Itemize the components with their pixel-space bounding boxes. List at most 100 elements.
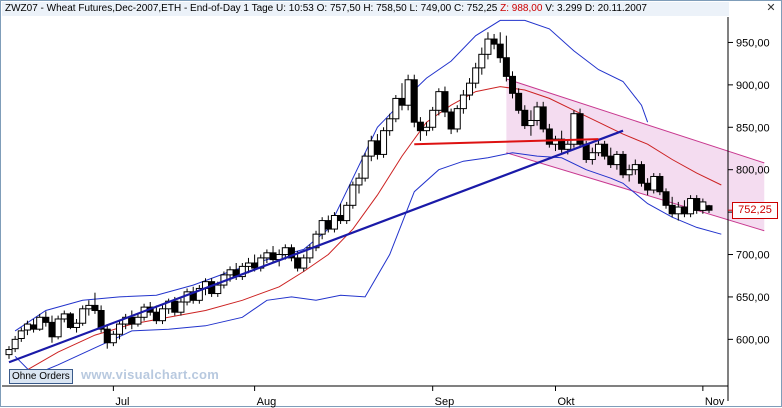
- bollinger-upper-line: [14, 19, 649, 332]
- candle-body: [66, 313, 74, 328]
- candle-body: [300, 257, 308, 269]
- candle-body: [103, 328, 111, 344]
- candle-body: [318, 220, 326, 235]
- candle-body: [687, 198, 695, 215]
- candle-body: [398, 97, 406, 106]
- channel-upper-line: [506, 78, 765, 164]
- candle-body: [17, 330, 25, 339]
- candle: [159, 305, 167, 325]
- candle-body: [337, 214, 345, 222]
- y-tick-label: 850,00: [736, 122, 770, 134]
- candle: [11, 335, 19, 353]
- candle: [23, 320, 31, 336]
- candle: [103, 324, 111, 349]
- candle: [361, 152, 369, 182]
- candle-body: [97, 310, 105, 330]
- orders-button[interactable]: Ohne Orders: [9, 369, 73, 384]
- candle: [687, 195, 695, 218]
- candle-body: [416, 121, 424, 132]
- candle: [30, 318, 38, 333]
- candle: [134, 313, 142, 327]
- candle-body: [294, 257, 302, 269]
- candle: [466, 78, 474, 101]
- y-tick-label: 950,00: [736, 37, 770, 49]
- x-tick-label: Nov: [705, 396, 725, 408]
- candle-body: [392, 97, 400, 120]
- candle-body: [287, 247, 295, 259]
- candle-body: [386, 118, 394, 132]
- candle-body: [650, 175, 658, 191]
- candle: [60, 310, 68, 323]
- bollinger-lower-line: [14, 152, 722, 376]
- candle-body: [466, 82, 474, 96]
- candle-body: [343, 204, 351, 222]
- candle: [459, 89, 467, 114]
- candle-body: [251, 262, 259, 269]
- candle: [312, 230, 320, 252]
- candle-body: [484, 38, 492, 55]
- candle-body: [330, 214, 338, 230]
- watermark: www.visualchart.com: [81, 367, 220, 382]
- chart-title: ZWZ07 - Wheat Futures,Dec-2007,ETH - End…: [5, 3, 274, 14]
- candle: [195, 285, 203, 304]
- candle: [441, 86, 449, 118]
- candle-body: [244, 262, 252, 267]
- candle: [48, 315, 56, 343]
- candle: [484, 32, 492, 60]
- header-volume: V: 3.299: [545, 3, 583, 14]
- candle-body: [625, 169, 633, 176]
- candle-body: [502, 57, 510, 77]
- candle: [509, 71, 517, 99]
- candle-body: [478, 53, 486, 69]
- y-tick-label: 650,00: [736, 292, 770, 304]
- candle: [54, 315, 62, 340]
- candle-body: [91, 304, 99, 312]
- candle-body: [509, 75, 517, 94]
- candle: [91, 292, 99, 314]
- candle: [79, 305, 87, 326]
- candle-body: [601, 143, 609, 157]
- candle-body: [435, 91, 443, 111]
- candle: [128, 310, 136, 330]
- candle: [17, 327, 25, 342]
- candle-body: [263, 252, 271, 259]
- candle-body: [195, 287, 203, 301]
- candle: [36, 313, 44, 331]
- candle: [275, 249, 283, 267]
- last-price-label: 752,25: [732, 202, 778, 220]
- candle-body: [312, 233, 320, 249]
- x-tick-label: Sep: [435, 396, 455, 408]
- candle-body: [662, 191, 670, 206]
- candle-body: [699, 201, 707, 211]
- candle: [410, 74, 418, 128]
- candle: [324, 215, 332, 233]
- candle-body: [54, 318, 62, 338]
- candle-body: [545, 128, 553, 145]
- candle-body: [73, 322, 81, 328]
- candle: [367, 135, 375, 162]
- candle-body: [490, 38, 498, 45]
- candle-body: [447, 111, 455, 130]
- candle: [521, 105, 529, 129]
- candle-body: [380, 130, 388, 155]
- candle: [416, 117, 424, 141]
- candle: [263, 249, 271, 263]
- candle-body: [423, 126, 431, 132]
- chart-header: ZWZ07 - Wheat Futures,Dec-2007,ETH - End…: [2, 2, 729, 16]
- candle-body: [128, 316, 136, 325]
- candle: [656, 173, 664, 196]
- candle-body: [177, 301, 185, 313]
- close-icon[interactable]: ✕: [766, 2, 776, 14]
- candle: [349, 181, 357, 209]
- candle-body: [116, 323, 124, 335]
- candle-body: [48, 321, 56, 338]
- candle: [453, 105, 461, 133]
- header-high: H: 758,50: [363, 3, 407, 14]
- candle: [300, 254, 308, 272]
- candle-body: [539, 106, 547, 130]
- candle: [337, 203, 345, 224]
- x-tick-label: Okt: [557, 396, 574, 408]
- candle: [496, 32, 504, 63]
